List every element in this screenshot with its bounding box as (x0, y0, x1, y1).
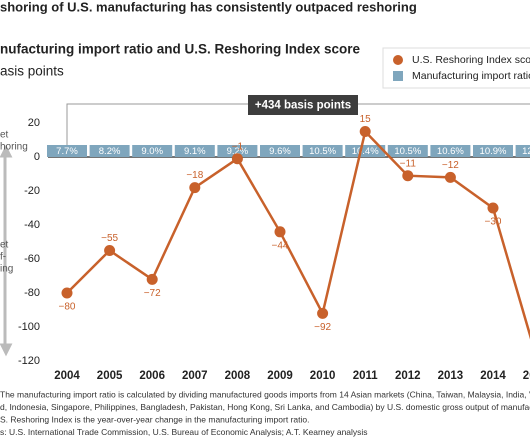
data-label: −55 (101, 233, 118, 244)
point (487, 202, 499, 214)
point (274, 226, 286, 238)
axis-label-fragment: horing (0, 142, 28, 153)
x-tick-label: 2007 (182, 370, 208, 382)
y-tick-label: -120 (18, 355, 40, 367)
x-tick-label: 2012 (395, 370, 421, 382)
y-tick-label: -80 (24, 287, 40, 299)
axis-label-fragment: et (0, 130, 9, 141)
y-tick-label: -40 (24, 219, 40, 231)
bar (174, 145, 215, 157)
footnote: The manufacturing import ratio is calcul… (0, 389, 530, 399)
y-tick-label: 20 (28, 117, 40, 129)
x-tick-label: 2013 (438, 370, 464, 382)
legend-box (382, 47, 530, 89)
data-label: 9.6% (269, 146, 291, 157)
data-label: 9.2% (227, 146, 249, 157)
data-label: 10.9% (480, 146, 507, 157)
x-tick-label: 2015 (523, 370, 530, 382)
point (146, 273, 158, 285)
legend-marker (393, 55, 403, 65)
point (189, 182, 201, 194)
y-tick-label: -60 (24, 253, 40, 265)
footnote: d, Indonesia, Singapore, Philippines, Ba… (0, 402, 530, 412)
x-tick-label: 2014 (480, 370, 506, 382)
data-label: −12 (442, 160, 459, 171)
x-tick-label: 2005 (97, 370, 123, 382)
point (444, 171, 456, 183)
bar (132, 145, 173, 157)
x-tick-label: 2004 (54, 370, 80, 382)
bar (302, 145, 343, 157)
footnote: s: U.S. International Trade Commission, … (0, 427, 368, 437)
data-label: −44 (272, 240, 289, 251)
data-label: −11 (400, 158, 417, 169)
bar (47, 145, 87, 157)
legend-label: U.S. Reshoring Index score (412, 54, 530, 66)
legend-marker (393, 71, 403, 81)
bar (387, 145, 428, 157)
annotation-bracket (66, 103, 530, 145)
legend-label: Manufacturing import ratio (412, 70, 530, 82)
data-label: −30 (485, 217, 502, 228)
data-label: 12.3% (522, 146, 530, 157)
bar (89, 145, 130, 157)
data-label: 15 (360, 114, 372, 125)
data-label: −18 (186, 170, 203, 181)
y-tick-label: 0 (34, 151, 40, 163)
data-label: 7.7% (56, 146, 78, 157)
data-label: 9.0% (141, 146, 163, 157)
point (402, 170, 414, 182)
data-label: −92 (314, 322, 331, 333)
axis-label-fragment: et (0, 240, 9, 251)
bar (260, 145, 300, 157)
data-label: 8.2% (99, 146, 121, 157)
bar (430, 145, 471, 157)
bar (515, 145, 530, 157)
data-label: 10.6% (437, 146, 464, 157)
point (61, 287, 73, 299)
data-label: 10.5% (309, 146, 336, 157)
x-tick-label: 2008 (225, 370, 251, 382)
axis-label-fragment: f- (0, 252, 6, 263)
point (104, 245, 116, 256)
x-tick-label: 2011 (353, 370, 379, 382)
bar (217, 145, 258, 157)
annotation: +434 basis points (255, 100, 351, 112)
chart-subtitle: nufacturing import ratio and U.S. Reshor… (0, 42, 361, 57)
data-label: −72 (144, 288, 161, 299)
annotation-box (248, 95, 358, 115)
data-label: −80 (59, 302, 76, 313)
y-tick-label: -100 (18, 321, 40, 333)
bar (345, 145, 386, 157)
data-label: 9.1% (184, 146, 206, 157)
data-label: 10.4% (352, 146, 379, 157)
axis-arrow (0, 144, 13, 357)
y-tick-label: -20 (24, 185, 40, 197)
axis-label-fragment: ing (0, 264, 13, 275)
x-tick-label: 2010 (310, 370, 336, 382)
x-tick-label: 2009 (267, 370, 293, 382)
point (231, 153, 243, 165)
chart-subtitle: asis points (0, 64, 64, 79)
line (66, 128, 530, 340)
footnote: S. Reshoring Index is the year-over-year… (0, 414, 309, 424)
data-label: 10.5% (394, 146, 421, 157)
data-label: −1 (232, 141, 244, 152)
x-tick-label: 2006 (139, 370, 165, 382)
chart-title: shoring of U.S. manufacturing has consis… (0, 0, 417, 14)
point (359, 126, 371, 137)
point (317, 307, 329, 319)
bar (473, 145, 513, 157)
